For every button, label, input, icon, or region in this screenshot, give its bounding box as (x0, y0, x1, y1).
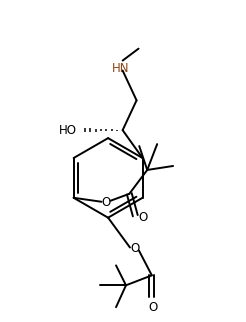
Text: O: O (130, 242, 139, 255)
Text: HN: HN (112, 62, 129, 75)
Text: HO: HO (59, 124, 77, 137)
Text: O: O (138, 211, 148, 224)
Text: O: O (148, 301, 157, 314)
Text: O: O (102, 196, 111, 209)
